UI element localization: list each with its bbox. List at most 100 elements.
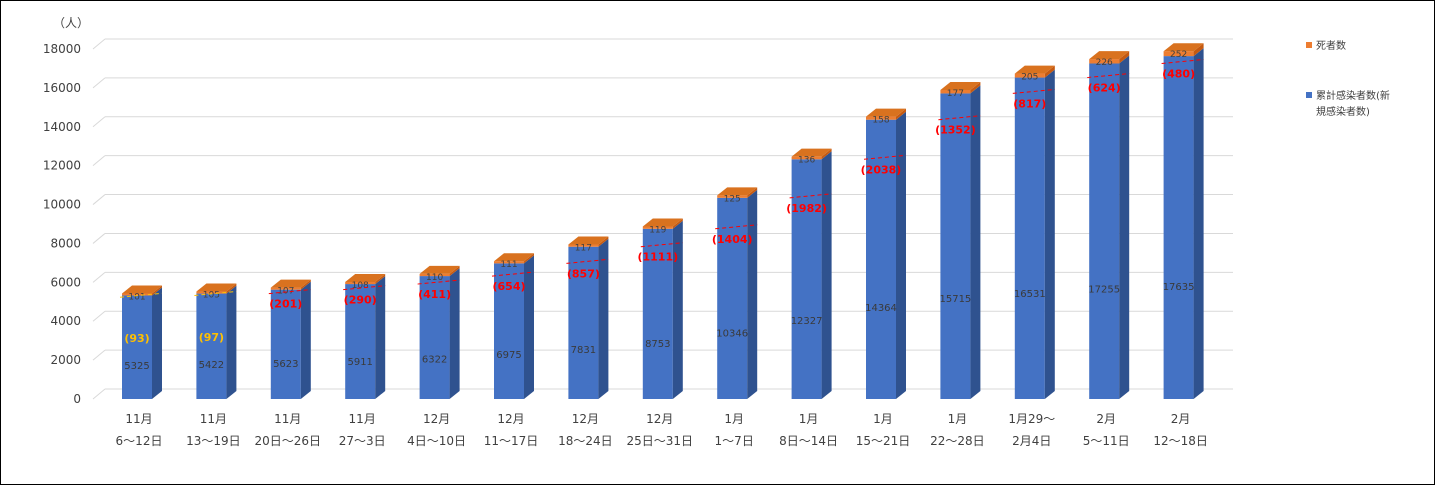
bar-deaths-side bbox=[970, 81, 981, 94]
new-cases-label: (817) bbox=[1013, 97, 1046, 110]
gridline-diag bbox=[92, 194, 106, 205]
y-tick-label: 8000 bbox=[50, 236, 81, 250]
x-tick-label-month: 1月29〜 bbox=[1008, 412, 1055, 426]
bar-deaths bbox=[642, 226, 673, 229]
gridline-diag bbox=[92, 349, 106, 361]
legend-label-cont: 規感染者数) bbox=[1316, 105, 1370, 118]
x-tick-label-month: 2月 bbox=[1096, 412, 1116, 426]
x-tick-label-month: 11月 bbox=[349, 412, 376, 426]
infections-value-label: 12327 bbox=[791, 316, 823, 327]
deaths-value-label: 105 bbox=[203, 291, 220, 301]
gridline-diag bbox=[92, 77, 106, 89]
deaths-value-label: 110 bbox=[426, 273, 443, 283]
infections-value-label: 6975 bbox=[496, 350, 521, 361]
bar-deaths bbox=[196, 291, 227, 294]
new-cases-label: (201) bbox=[269, 298, 302, 311]
new-cases-label: (1352) bbox=[935, 124, 976, 137]
x-tick-label-range: 8日〜14日 bbox=[779, 434, 838, 448]
infections-value-label: 5911 bbox=[347, 357, 372, 368]
new-cases-line bbox=[863, 154, 907, 160]
new-cases-line bbox=[566, 258, 609, 264]
x-tick-label-month: 1月 bbox=[799, 412, 819, 426]
new-cases-line bbox=[640, 242, 683, 248]
deaths-value-label: 101 bbox=[128, 292, 145, 302]
bar-deaths-side bbox=[821, 148, 832, 160]
bar-deaths bbox=[940, 89, 971, 94]
bar-deaths-side bbox=[598, 236, 609, 247]
y-axis: 0 2000 4000 6000 8000 10000 12000 14000 16000 180… bbox=[43, 42, 81, 406]
bar-infections bbox=[642, 228, 673, 399]
infections-value-label: 5623 bbox=[273, 359, 298, 370]
bar-infections bbox=[494, 263, 524, 399]
bar-deaths-top bbox=[866, 108, 906, 117]
legend-label: 累計感染者数(新 bbox=[1316, 89, 1390, 102]
bar-deaths-side bbox=[1119, 51, 1130, 64]
x-tick-label-range: 6〜12日 bbox=[116, 434, 163, 448]
x-tick-label-range: 12〜18日 bbox=[1153, 434, 1208, 448]
bar-deaths-top bbox=[419, 265, 460, 274]
x-tick-label-range: 11〜17日 bbox=[484, 434, 539, 448]
bar-infections bbox=[1163, 56, 1194, 399]
infections-value-label: 5422 bbox=[199, 360, 224, 371]
new-cases-line bbox=[491, 271, 535, 277]
bar-infections-side bbox=[672, 220, 683, 399]
new-cases-label: (1111) bbox=[637, 251, 678, 264]
x-tick-label-month: 12月 bbox=[572, 412, 599, 426]
bar-deaths-top bbox=[494, 253, 534, 262]
bar-deaths bbox=[419, 273, 450, 277]
bar-deaths-top bbox=[1014, 65, 1055, 74]
y-tick-label: 14000 bbox=[43, 120, 81, 134]
gridline-diag bbox=[92, 271, 106, 283]
bar-deaths-side bbox=[300, 279, 311, 290]
bar-deaths bbox=[1014, 73, 1045, 78]
bar-infections-side bbox=[152, 287, 162, 399]
y-tick-label: 4000 bbox=[50, 314, 81, 328]
new-cases-line bbox=[1012, 88, 1055, 94]
new-cases-label: (1982) bbox=[786, 202, 827, 215]
gridline-diag bbox=[92, 155, 106, 167]
infections-value-label: 17635 bbox=[1163, 282, 1195, 293]
gridline-diag bbox=[92, 388, 106, 400]
bar-deaths-top bbox=[642, 218, 683, 227]
y-unit-label: （人） bbox=[53, 16, 89, 30]
deaths-value-label: 119 bbox=[649, 225, 666, 235]
bar-deaths-side bbox=[672, 218, 683, 229]
bar-infections-side bbox=[300, 281, 311, 399]
bar-infections bbox=[940, 93, 971, 400]
bar-deaths bbox=[1163, 51, 1194, 57]
legend-swatch bbox=[1306, 92, 1312, 98]
infections-value-label: 15715 bbox=[939, 294, 971, 305]
bar-deaths bbox=[1089, 59, 1120, 64]
new-cases-label: (97) bbox=[199, 331, 224, 344]
infections-value-label: 17255 bbox=[1088, 284, 1120, 295]
bar-infections bbox=[419, 276, 450, 399]
new-cases-label: (93) bbox=[124, 332, 149, 345]
new-cases-label: (654) bbox=[492, 280, 525, 293]
bar-infections-side bbox=[524, 255, 534, 399]
y-tick-label: 16000 bbox=[43, 81, 81, 95]
infections-value-label: 7831 bbox=[571, 345, 596, 356]
new-cases-line bbox=[1161, 58, 1204, 64]
bar-deaths-top bbox=[270, 279, 311, 288]
data-labels: 5325101(93)5422105(97)5623107(201)591110… bbox=[119, 50, 1204, 372]
bar-deaths-top bbox=[940, 81, 981, 90]
bar-infections-side bbox=[1119, 55, 1130, 399]
x-tick-label-month: 1月 bbox=[873, 412, 893, 426]
bar-deaths-top bbox=[196, 283, 237, 292]
y-tick-label: 2000 bbox=[50, 353, 81, 367]
deaths-value-label: 158 bbox=[872, 116, 889, 126]
x-tick-label-range: 25日〜31日 bbox=[627, 434, 694, 448]
bar-infections bbox=[196, 293, 227, 399]
bar-infections-side bbox=[747, 189, 758, 399]
new-cases-line bbox=[119, 292, 163, 298]
deaths-value-label: 117 bbox=[575, 243, 592, 253]
bar-infections-side bbox=[598, 238, 609, 399]
new-cases-line bbox=[343, 285, 386, 291]
gridline-diag bbox=[92, 38, 106, 50]
infections-value-label: 14364 bbox=[865, 303, 897, 314]
deaths-value-label: 136 bbox=[798, 156, 815, 166]
new-cases-label: (1404) bbox=[712, 233, 753, 246]
bar-deaths bbox=[494, 261, 524, 264]
bar-deaths-side bbox=[747, 187, 758, 198]
bar-deaths bbox=[791, 156, 822, 160]
